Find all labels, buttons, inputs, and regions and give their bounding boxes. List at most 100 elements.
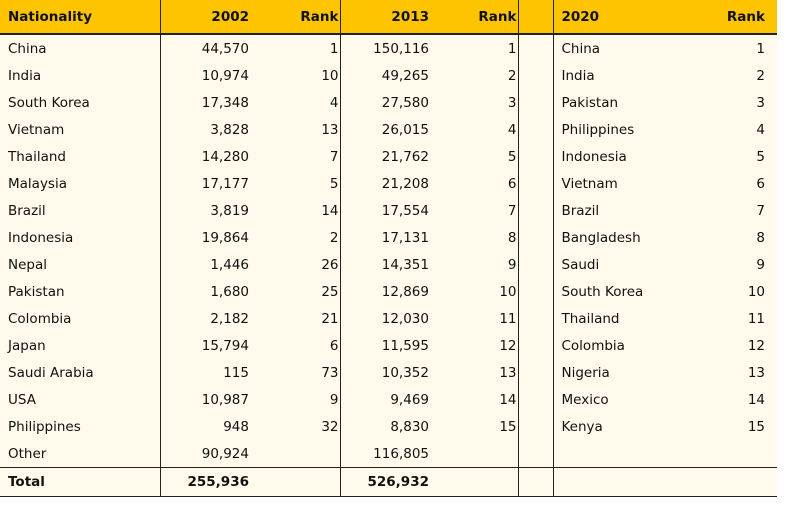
cell: 2 <box>756 67 765 84</box>
total-cell: 526,932 <box>340 467 430 497</box>
cell: 2 <box>430 62 519 89</box>
cell: 12,030 <box>381 310 429 327</box>
spacer-cell <box>518 332 554 359</box>
cell <box>553 467 700 497</box>
table-row: Other 90,924 116,805 <box>0 440 777 468</box>
table-row: Japan 15,794 6 11,595 12 Colombia 12 <box>0 332 777 359</box>
cell: 21 <box>250 305 341 332</box>
cell: 12,869 <box>381 283 429 300</box>
table-row: India 10,974 10 49,265 2 India 2 <box>0 62 777 89</box>
cell: India <box>0 62 161 89</box>
cell: 2 <box>250 224 341 251</box>
total-cell: Total <box>0 467 161 497</box>
cell <box>700 467 777 497</box>
table-body: China 44,570 1 150,116 1 China 1 India 10,974 10 4… <box>0 34 777 497</box>
cell <box>430 440 519 468</box>
cell: 8 <box>756 229 765 246</box>
cell: Saudi <box>561 256 600 273</box>
cell: 9 <box>250 386 341 413</box>
cell: Other <box>0 440 161 468</box>
cell: 14 <box>250 197 341 224</box>
cell: 5 <box>756 148 765 165</box>
cell: 15 <box>747 418 765 435</box>
cell: Mexico <box>561 391 609 408</box>
table-row: Indonesia 19,864 2 17,131 8 Bangladesh 8 <box>0 224 777 251</box>
cell: South Korea <box>561 283 644 300</box>
total-cell: 255,936 <box>160 467 250 497</box>
cell: 17,348 <box>201 94 249 111</box>
cell: 1 <box>756 40 765 57</box>
cell: 15 <box>430 413 519 440</box>
spacer-cell <box>518 116 554 143</box>
cell: 13 <box>747 364 765 381</box>
cell: Pakistan <box>561 94 619 111</box>
cell: 11 <box>747 310 765 327</box>
cell: 10,352 <box>381 364 429 381</box>
cell: 4 <box>250 89 341 116</box>
table-row: China 44,570 1 150,116 1 China 1 <box>0 34 777 62</box>
cell: 5 <box>250 170 341 197</box>
cell: 17,177 <box>201 175 249 192</box>
cell: 8 <box>430 224 519 251</box>
cell <box>553 440 700 468</box>
cell: Philippines <box>0 413 161 440</box>
cell: 32 <box>250 413 341 440</box>
cell: 116,805 <box>373 445 429 462</box>
spacer-cell <box>518 305 554 332</box>
cell: Colombia <box>0 305 161 332</box>
spacer-cell <box>518 170 554 197</box>
cell: Malaysia <box>0 170 161 197</box>
cell: China <box>0 34 161 62</box>
table-row: Colombia 2,182 21 12,030 11 Thailand 11 <box>0 305 777 332</box>
cell: 10 <box>430 278 519 305</box>
cell: 14 <box>747 391 765 408</box>
cell <box>700 440 777 468</box>
table-row: Vietnam 3,828 13 26,015 4 Philippines 4 <box>0 116 777 143</box>
cell: 73 <box>250 359 341 386</box>
table-row: Pakistan 1,680 25 12,869 10 South Korea 10 <box>0 278 777 305</box>
cell: USA <box>0 386 161 413</box>
header-cell: 2020 <box>553 0 700 35</box>
cell: 11 <box>430 305 519 332</box>
cell: 11,595 <box>381 337 429 354</box>
table-row: Thailand 14,280 7 21,762 5 Indonesia 5 <box>0 143 777 170</box>
header-cell: Nationality <box>0 0 161 35</box>
cell: 14,280 <box>201 148 249 165</box>
cell: 1,446 <box>210 256 249 273</box>
cell: Indonesia <box>561 148 627 165</box>
cell: 7 <box>756 202 765 219</box>
total-row: Total 255,936 526,932 <box>0 467 777 497</box>
spacer-cell <box>518 0 554 35</box>
table-row: USA 10,987 9 9,469 14 Mexico 14 <box>0 386 777 413</box>
cell <box>250 467 341 497</box>
spacer-cell <box>518 34 554 62</box>
cell: 3,819 <box>210 202 249 219</box>
cell: Vietnam <box>561 175 618 192</box>
cell: 90,924 <box>201 445 249 462</box>
cell: China <box>561 40 601 57</box>
cell: Nigeria <box>561 364 610 381</box>
cell: Thailand <box>0 143 161 170</box>
cell: 6 <box>250 332 341 359</box>
cell: 17,131 <box>381 229 429 246</box>
header-cell: Rank <box>430 0 519 35</box>
cell: South Korea <box>0 89 161 116</box>
spacer-cell <box>518 62 554 89</box>
cell: Saudi Arabia <box>0 359 161 386</box>
cell: Japan <box>0 332 161 359</box>
cell: Vietnam <box>0 116 161 143</box>
cell: 21,762 <box>381 148 429 165</box>
header-cell: 2002 <box>160 0 250 35</box>
cell: 4 <box>756 121 765 138</box>
cell: Philippines <box>561 121 635 138</box>
cell: 9 <box>756 256 765 273</box>
cell: 9,469 <box>390 391 429 408</box>
spacer-cell <box>518 440 554 468</box>
cell: 150,116 <box>373 40 429 57</box>
table-row: Philippines 948 32 8,830 15 Kenya 15 <box>0 413 777 440</box>
cell: 26,015 <box>381 121 429 138</box>
cell: Kenya <box>561 418 603 435</box>
cell <box>250 440 341 468</box>
spacer-cell <box>518 251 554 278</box>
cell: 10,974 <box>201 67 249 84</box>
